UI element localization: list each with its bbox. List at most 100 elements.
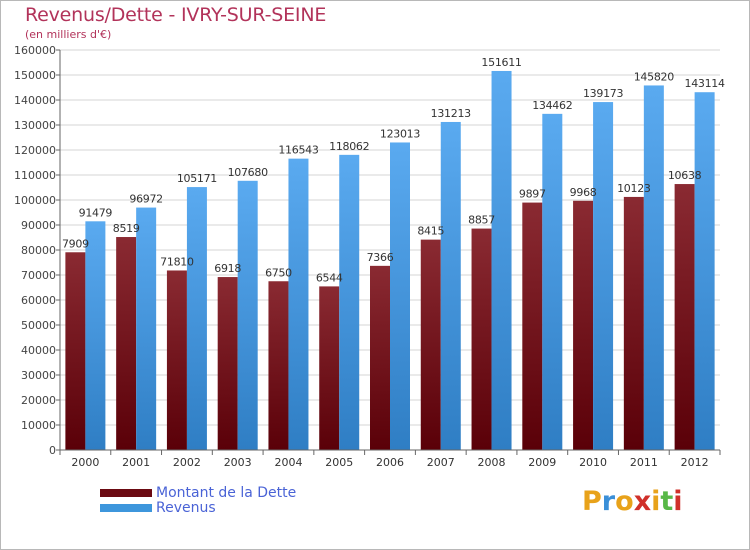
data-label-revenus: 107680	[228, 166, 268, 179]
logo-letter: P	[582, 486, 602, 517]
y-tick-label: 80000	[21, 244, 56, 257]
y-tick-label: 110000	[14, 169, 56, 182]
data-label-revenus: 118062	[329, 140, 369, 153]
logo-letter: x	[633, 486, 652, 517]
data-label-dette: 9897	[519, 188, 546, 201]
data-label-dette: 6918	[214, 262, 241, 275]
x-tick-label: 2002	[173, 456, 201, 469]
legend-swatch-revenus	[100, 504, 152, 512]
logo-letter: i	[673, 486, 683, 517]
x-tick-label: 2005	[325, 456, 353, 469]
logo-letter: r	[601, 486, 616, 517]
y-tick-label: 130000	[14, 119, 56, 132]
bar-dette	[319, 286, 340, 450]
bar-revenus	[390, 142, 410, 450]
bar-revenus	[694, 92, 715, 450]
y-tick-label: 90000	[21, 219, 56, 232]
logo-letter: o	[615, 486, 634, 517]
x-tick-label: 2011	[630, 456, 658, 469]
bar-revenus	[643, 85, 664, 450]
bar-dette	[522, 202, 543, 450]
data-label-dette: 9968	[570, 186, 597, 199]
data-label-dette: 10638	[668, 169, 702, 182]
data-label-dette: 7366	[367, 251, 394, 264]
y-tick-label: 150000	[14, 69, 56, 82]
legend-swatch-debt	[100, 489, 152, 497]
bar-dette	[217, 277, 238, 450]
data-label-revenus: 105171	[177, 172, 217, 185]
x-tick-label: 2004	[274, 456, 302, 469]
y-tick-label: 120000	[14, 144, 56, 157]
bar-dette	[268, 281, 289, 450]
x-tick-label: 2009	[528, 456, 556, 469]
y-tick-label: 160000	[14, 44, 56, 57]
bar-dette	[116, 237, 137, 450]
bar-dette	[471, 228, 492, 450]
logo-letter: t	[660, 486, 674, 517]
y-tick-label: 0	[49, 444, 56, 457]
legend-label-debt: Montant de la Dette	[156, 485, 297, 501]
bar-revenus	[440, 121, 461, 450]
bars	[65, 70, 715, 451]
x-tick-label: 2010	[579, 456, 607, 469]
y-tick-label: 100000	[14, 194, 56, 207]
legend-label-revenus: Revenus	[156, 500, 216, 516]
y-tick-label: 50000	[21, 319, 56, 332]
y-tick-label: 40000	[21, 344, 56, 357]
x-tick-label: 2000	[71, 456, 99, 469]
x-tick-label: 2008	[478, 456, 506, 469]
x-tick-label: 2001	[122, 456, 150, 469]
logo-letter: i	[651, 486, 661, 517]
chart-subtitle: (en milliers d'€)	[25, 28, 112, 41]
bar-revenus	[186, 187, 207, 450]
data-label-dette: 8519	[113, 222, 140, 235]
bar-revenus	[339, 154, 360, 450]
data-label-dette: 10123	[617, 182, 651, 195]
data-label-revenus: 151611	[481, 56, 521, 69]
y-tick-label: 60000	[21, 294, 56, 307]
bar-revenus	[542, 113, 563, 450]
bar-revenus	[136, 207, 157, 450]
bar-dette	[420, 239, 441, 450]
data-label-revenus: 143114	[685, 77, 725, 90]
data-label-revenus: 91479	[79, 206, 113, 219]
data-label-revenus: 139173	[583, 87, 623, 100]
data-label-revenus: 116543	[278, 144, 318, 157]
y-tick-label: 20000	[21, 394, 56, 407]
bar-revenus	[593, 102, 614, 450]
bar-dette	[674, 184, 695, 451]
bar-dette	[623, 196, 644, 450]
y-tick-label: 10000	[21, 419, 56, 432]
bar-dette	[166, 270, 187, 450]
data-label-revenus: 134462	[532, 99, 572, 112]
data-label-revenus: 96972	[129, 193, 163, 206]
x-tick-label: 2007	[427, 456, 455, 469]
data-label-dette: 6544	[316, 271, 343, 284]
data-label-dette: 8857	[468, 214, 495, 227]
data-label-revenus: 145820	[634, 70, 674, 83]
data-label-dette: 8415	[417, 225, 444, 238]
axes: 0 10000 20000 30000 40000 50000 60000 70000 8000…	[14, 44, 721, 469]
data-label-dette: 71810	[160, 255, 194, 268]
y-tick-label: 30000	[21, 369, 56, 382]
data-label-revenus: 131213	[431, 107, 471, 120]
data-label-dette: 7909	[62, 237, 89, 250]
proxiti-logo: Proxiti	[582, 486, 683, 517]
data-label-dette: 6750	[265, 266, 292, 279]
chart-title: Revenus/Dette - IVRY-SUR-SEINE	[25, 4, 327, 26]
y-tick-label: 70000	[21, 269, 56, 282]
bar-dette	[370, 265, 390, 450]
bar-revenus	[288, 158, 309, 450]
x-tick-label: 2012	[681, 456, 709, 469]
bar-revenus	[237, 180, 258, 451]
bar-dette	[65, 252, 86, 450]
bar-revenus	[491, 70, 512, 450]
data-label-revenus: 123013	[380, 127, 420, 140]
x-tick-label: 2006	[376, 456, 404, 469]
bar-dette	[573, 200, 594, 450]
bar-revenus	[85, 221, 106, 450]
y-tick-label: 140000	[14, 94, 56, 107]
x-tick-label: 2003	[224, 456, 252, 469]
